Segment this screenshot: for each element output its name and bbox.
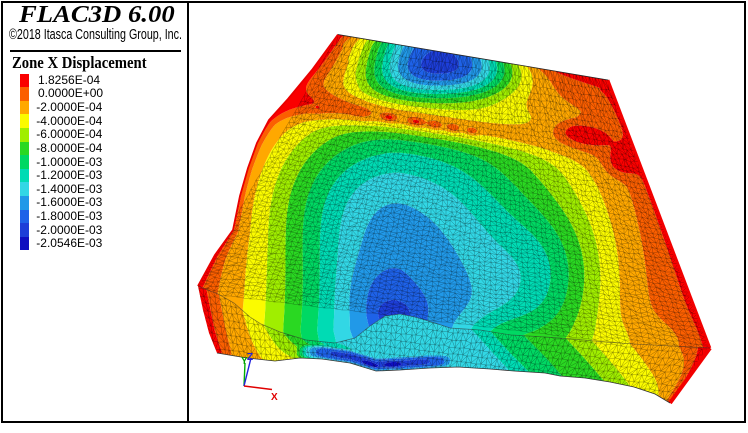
svg-text:Y: Y	[241, 356, 248, 367]
svg-text:X: X	[271, 392, 278, 403]
svg-text:Z: Z	[247, 352, 253, 363]
